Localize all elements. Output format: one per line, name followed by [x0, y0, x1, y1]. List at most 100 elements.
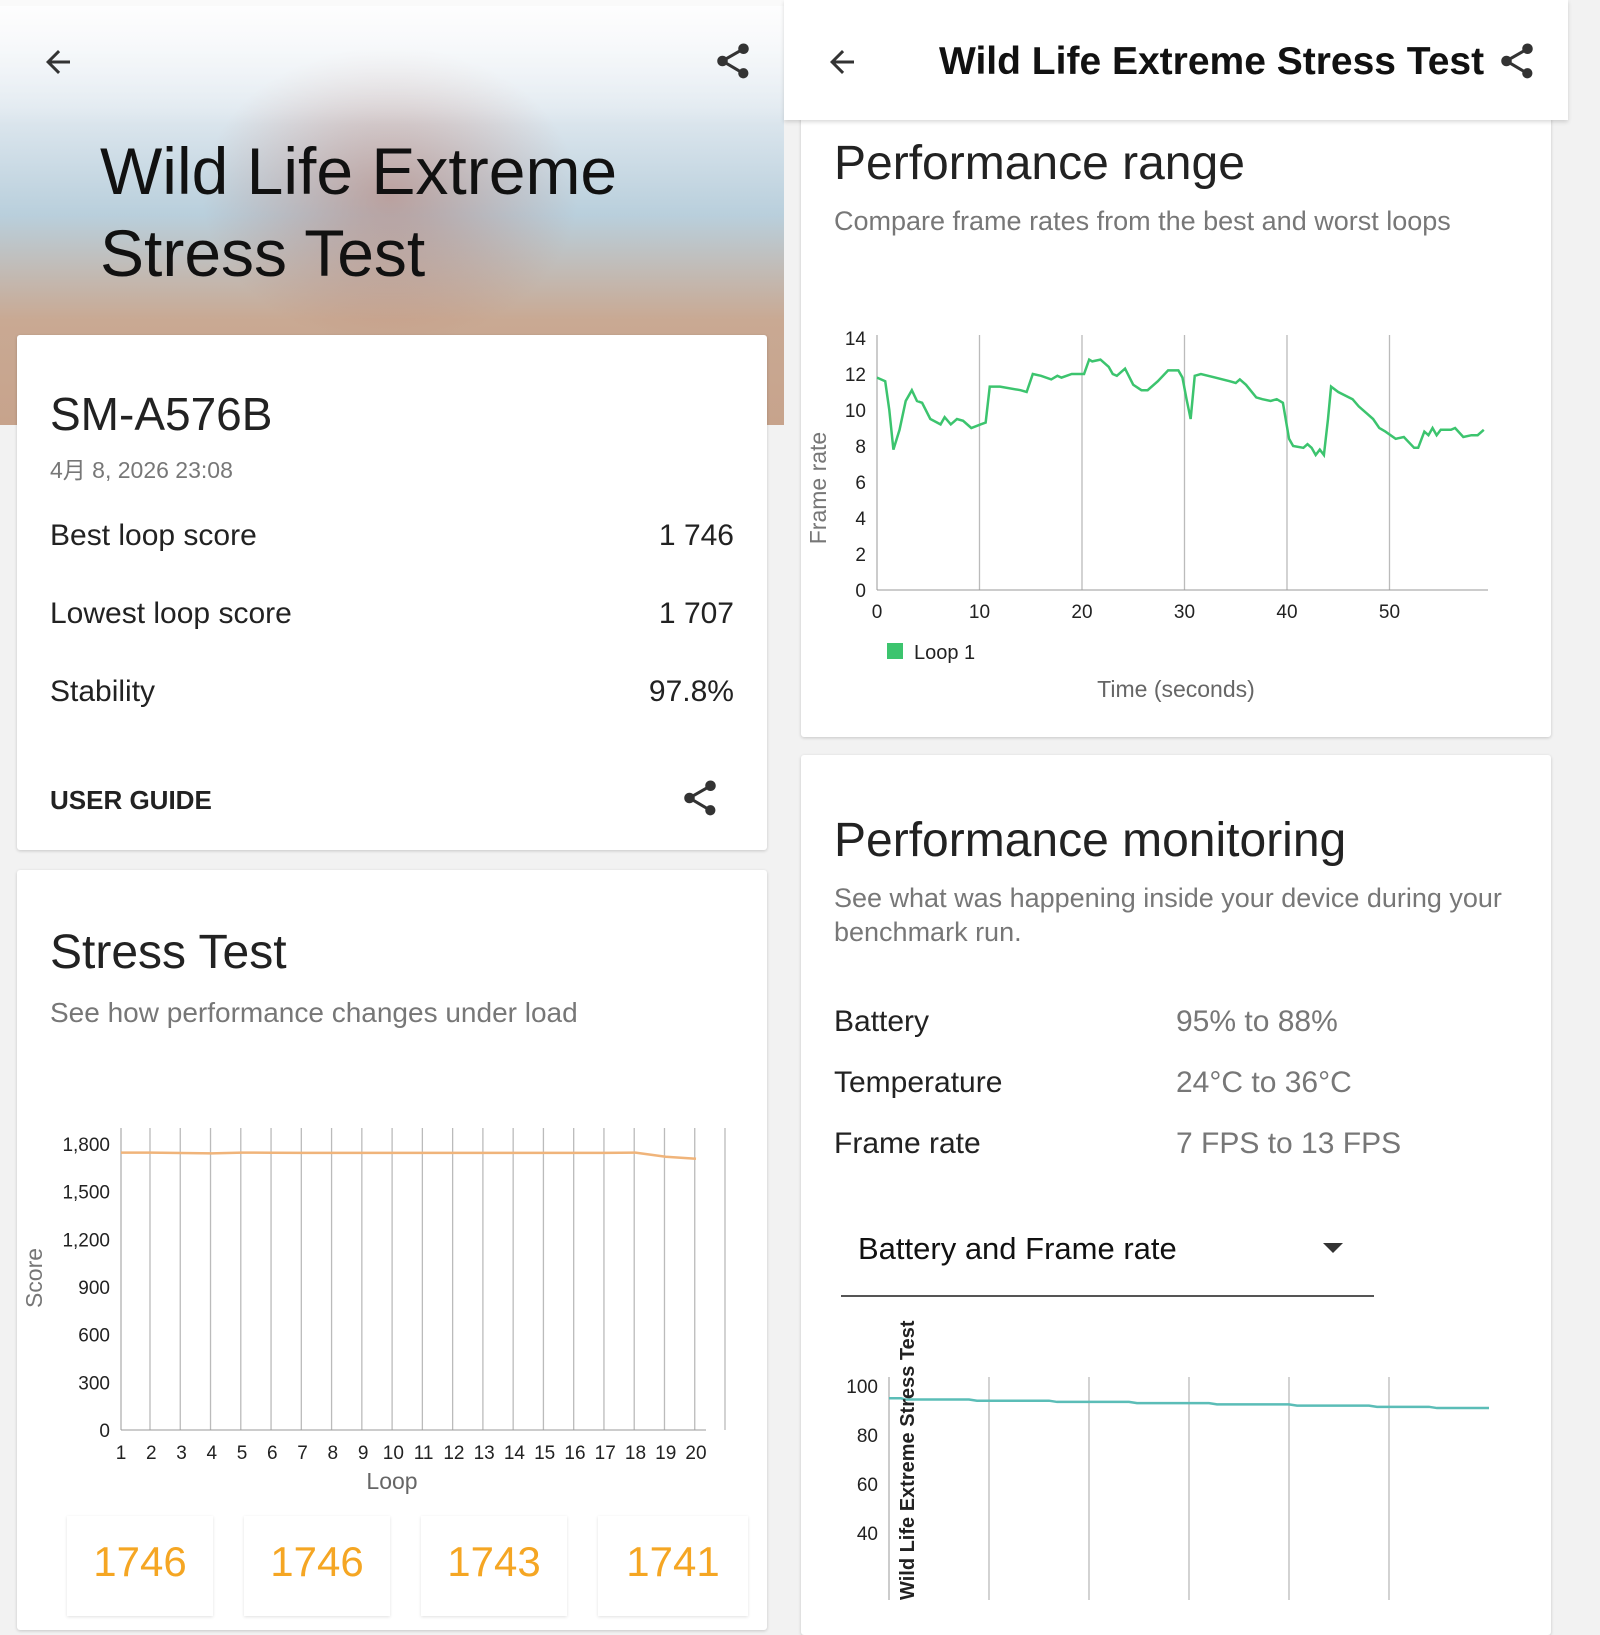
stress-title: Stress Test: [50, 926, 287, 979]
dropdown-arrow-icon: [1323, 1243, 1343, 1253]
x-tick-label: 17: [595, 1443, 616, 1464]
share-icon: [1501, 43, 1533, 79]
y-tick-label: 10: [845, 401, 866, 422]
back-button[interactable]: [820, 40, 864, 84]
y-axis-title: Wild Life Extreme Stress Test: [897, 1320, 919, 1600]
y-tick-label: 0: [99, 1421, 110, 1442]
monitoring-title: Performance monitoring: [834, 814, 1347, 867]
x-tick-label: 10: [969, 602, 990, 623]
x-tick-label: 16: [564, 1443, 585, 1464]
loop-score-card[interactable]: 1743: [421, 1516, 567, 1616]
x-tick-label: 8: [328, 1443, 339, 1464]
x-tick-label: 30: [1174, 602, 1195, 623]
x-tick-label: 0: [872, 602, 883, 623]
battery-line: [889, 1397, 1489, 1410]
x-axis-title: Loop: [366, 1468, 417, 1494]
top-app-bar: Wild Life Extreme Stress Test: [784, 0, 1568, 120]
x-tick-label: 9: [358, 1443, 369, 1464]
arrow-left-icon: [830, 50, 854, 74]
dropdown-selected: Battery and Frame rate: [858, 1231, 1177, 1266]
share-result-button[interactable]: [677, 775, 723, 821]
user-guide-link[interactable]: USER GUIDE: [50, 785, 212, 815]
best-loop-label: Best loop score: [50, 519, 257, 552]
y-tick-label: 1,200: [62, 1230, 110, 1251]
x-tick-label: 11: [414, 1443, 434, 1464]
x-axis-title: Time (seconds): [1097, 676, 1255, 702]
x-tick-label: 7: [297, 1443, 308, 1464]
device-name: SM-A576B: [50, 388, 273, 440]
performance-monitoring-card: Performance monitoring See what was happ…: [801, 755, 1551, 1635]
y-tick-label: 1,800: [62, 1135, 110, 1156]
loop-score-card[interactable]: 1741: [598, 1516, 748, 1616]
stability-value: 97.8%: [648, 675, 734, 708]
chart-type-dropdown[interactable]: Battery and Frame rate: [841, 1215, 1374, 1297]
y-tick-label: 80: [857, 1426, 878, 1447]
y-tick-label: 4: [855, 509, 866, 530]
share-icon: [684, 780, 716, 816]
loop-score-card[interactable]: 1746: [244, 1516, 390, 1616]
x-tick-label: 20: [685, 1443, 706, 1464]
share-button[interactable]: [710, 38, 756, 84]
charts-layer: 1 2 3 4 5 6 7 8 9 10 11 12 13 14 15 16 17 18 19 20030060090…: [21, 329, 1489, 1600]
loop-score-card[interactable]: 1746: [67, 1516, 213, 1616]
y-tick-label: 300: [78, 1373, 110, 1394]
x-tick-label: 5: [237, 1443, 248, 1464]
stability-label: Stability: [50, 675, 156, 708]
y-tick-label: 600: [78, 1326, 110, 1347]
y-tick-label: 0: [855, 581, 866, 602]
y-axis-title: Frame rate: [805, 432, 831, 544]
x-tick-label: 13: [474, 1443, 495, 1464]
fps-line: [876, 357, 1485, 459]
y-tick-label: 1,500: [62, 1183, 110, 1204]
x-tick-label: 50: [1379, 602, 1400, 623]
back-button[interactable]: [36, 40, 80, 84]
lowest-loop-label: Lowest loop score: [50, 597, 292, 630]
hero-title-line: Wild Life Extreme: [100, 134, 618, 208]
x-tick-label: 20: [1071, 602, 1092, 623]
y-tick-label: 12: [845, 365, 866, 386]
x-tick-label: 3: [176, 1443, 187, 1464]
frame-rate-value: 7 FPS to 13 FPS: [1176, 1127, 1402, 1160]
battery-value: 95% to 88%: [1176, 1005, 1338, 1038]
status-strip: [0, 0, 784, 6]
x-tick-label: 18: [625, 1443, 646, 1464]
best-loop-value: 1 746: [658, 519, 734, 552]
test-date: 4月 8, 2026 23:08: [50, 457, 233, 483]
arrow-left-icon: [46, 50, 70, 74]
x-tick-label: 40: [1276, 602, 1297, 623]
y-tick-label: 14: [845, 329, 867, 350]
lowest-loop-value: 1 707: [658, 597, 734, 630]
temperature-label: Temperature: [834, 1066, 1003, 1099]
y-tick-label: 900: [78, 1278, 110, 1299]
score-line: [121, 1151, 697, 1161]
battery-label: Battery: [834, 1005, 930, 1038]
share-button[interactable]: [1494, 38, 1540, 84]
y-axis-title: Score: [21, 1248, 47, 1308]
range-title: Performance range: [834, 137, 1245, 190]
y-tick-label: 2: [855, 545, 866, 566]
x-tick-label: 19: [655, 1443, 676, 1464]
monitoring-subtitle: See what was happening inside your devic…: [834, 883, 1502, 947]
frame-rate-label: Frame rate: [834, 1127, 981, 1160]
y-tick-label: 60: [857, 1475, 878, 1496]
share-icon: [717, 43, 749, 79]
performance-range-card: Performance range Compare frame rates fr…: [801, 100, 1551, 737]
stress-subtitle: See how performance changes under load: [50, 997, 578, 1028]
app-bar-title: Wild Life Extreme Stress Test: [939, 40, 1485, 83]
x-tick-label: 14: [504, 1443, 526, 1464]
x-tick-label: 15: [534, 1443, 555, 1464]
x-tick-label: 6: [267, 1443, 278, 1464]
x-tick-label: 1: [116, 1443, 127, 1464]
y-tick-label: 6: [855, 473, 866, 494]
hero-title: Wild Life Extreme Stress Test: [100, 130, 617, 294]
x-tick-label: 12: [443, 1443, 464, 1464]
legend-swatch: [887, 643, 903, 659]
hero-title-line: Stress Test: [100, 216, 426, 290]
summary-card: SM-A576B 4月 8, 2026 23:08 Best loop scor…: [17, 335, 767, 850]
x-tick-label: 4: [207, 1443, 218, 1464]
x-tick-label: 10: [383, 1443, 404, 1464]
range-subtitle: Compare frame rates from the best and wo…: [834, 206, 1451, 236]
x-tick-label: 2: [146, 1443, 157, 1464]
y-tick-label: 40: [857, 1524, 878, 1545]
legend-label: Loop 1: [914, 642, 975, 664]
